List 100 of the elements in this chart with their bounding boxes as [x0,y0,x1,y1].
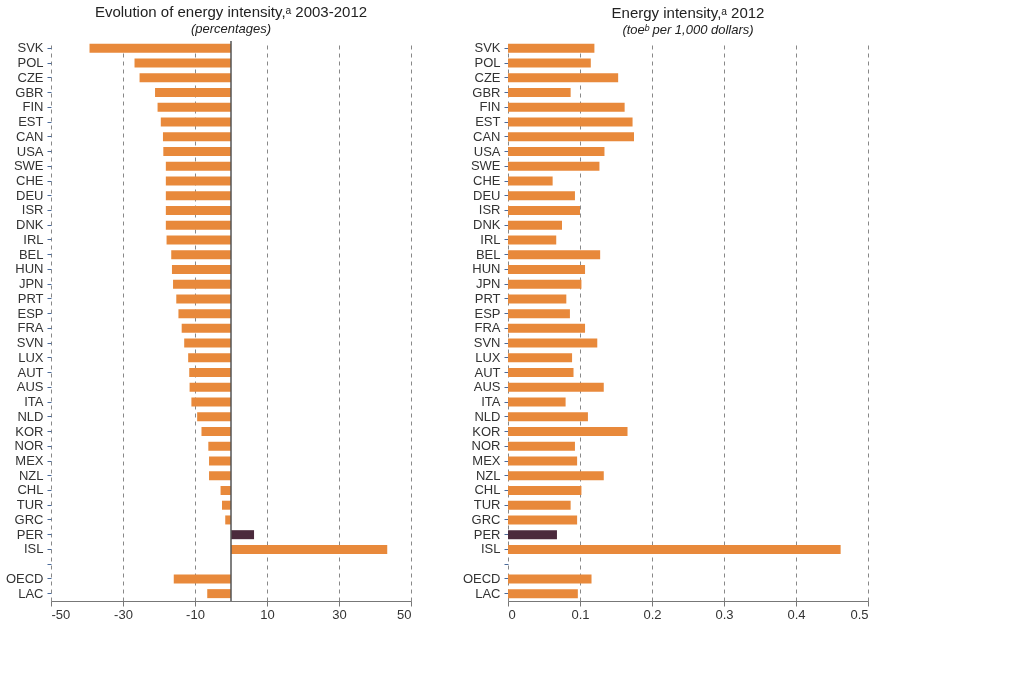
y-tick-label: MEX [15,453,44,468]
bar [508,368,574,378]
y-tick-label: ISR [478,202,501,218]
y-tick-label: ESP [474,305,501,321]
y-tick-label: SVK [474,40,501,56]
y-tick-label: CAN [473,128,501,144]
y-tick-label: SVK [17,40,44,56]
y-tick-label: SWE [13,158,44,174]
bar [508,73,619,83]
y-tick-label: DNK [16,217,44,233]
y-tick-label: TUR [473,497,501,513]
y-tick-label: NZL [18,467,44,483]
y-tick-label: USA [16,143,44,159]
y-tick-label: NLD [474,408,501,424]
bar [508,338,598,348]
x-tick-label: 10 [260,606,275,622]
bar [508,427,628,437]
y-tick-label: DNK [473,217,501,233]
y-tick-label: EST [18,114,44,130]
y-tick-label: GBR [15,84,44,100]
x-tick-label: 0.5 [850,606,869,622]
chart-subtitle: (toeᵇ per 1,000 dollars) [622,22,754,37]
bar [508,515,578,525]
y-tick-label: LAC [18,585,44,601]
y-tick-label: KOR [15,423,44,439]
y-tick-label: GRC [14,511,44,527]
bar [508,397,566,407]
bar [508,250,601,260]
y-tick-label: POL [474,55,501,71]
bar [508,574,592,584]
y-tick-label: FRA [474,320,501,336]
bar [508,353,573,363]
y-tick-label: POL [17,55,44,71]
y-tick-label: JPN [18,276,44,292]
y-tick-label: NOR [14,438,44,454]
x-tick-label: 30 [332,606,347,622]
y-tick-label: NOR [471,438,501,454]
bar [508,264,586,274]
bar [508,294,567,304]
y-tick-label: SWE [470,158,501,174]
y-tick-label: FRA [17,320,44,336]
y-tick-label: HUN [472,261,501,277]
bar [508,323,586,333]
x-tick-label: 0 [508,606,516,622]
y-tick-label: TUR [16,497,44,513]
bar [508,530,557,540]
bar [508,382,604,392]
chart-title: Evolution of energy intensity,ᵃ 2003-2012 [94,3,368,21]
y-tick-label: ITA [24,394,44,410]
y-tick-label: PRT [474,290,501,306]
bar [508,176,553,186]
y-tick-label: GBR [472,84,501,100]
y-tick-label: AUS [473,379,501,395]
y-tick-label: SVN [16,335,44,351]
y-tick-label: IRL [480,231,501,247]
y-tick-label: OECD [5,570,44,586]
y-tick-label: CHL [17,482,44,498]
y-tick-label: ISR [21,202,44,218]
bar [508,161,600,171]
y-tick-label: IRL [23,231,44,247]
bar [508,500,571,510]
bar [508,220,562,230]
x-tick-label: -10 [186,606,205,622]
y-tick-label: ESP [17,305,44,321]
bar [508,43,595,53]
bar [508,132,634,142]
bar [508,589,578,599]
y-tick-label: PER [473,526,501,542]
x-tick-label: 0.3 [715,606,734,622]
y-tick-label: AUT [474,364,501,380]
bar [508,205,580,215]
y-tick-label: LAC [475,585,501,601]
y-tick-label: PRT [17,290,44,306]
y-tick-label: JPN [475,276,501,292]
y-tick-label: OECD [462,570,501,586]
x-tick-label: 50 [397,606,412,622]
chart-subtitle: (percentages) [190,21,272,37]
bar [508,279,582,289]
y-tick-label: HUN [15,261,44,277]
y-tick-label: DEU [16,187,44,203]
bar [508,147,605,157]
y-tick-label: BEL [18,246,44,262]
y-tick-label: NLD [17,408,44,424]
y-tick-label: BEL [475,246,501,262]
bar [508,544,841,554]
y-tick-label: DEU [473,187,501,203]
y-tick-label: ITA [481,394,501,410]
y-tick-label: LUX [18,349,44,365]
y-tick-label: CZE [474,69,501,85]
y-tick-label: ISL [480,541,501,557]
x-tick-label: 0.2 [643,606,662,622]
bar [508,102,625,112]
y-tick-label: CZE [17,69,44,85]
y-tick-label: SVN [473,335,501,351]
y-tick-label: GRC [471,511,501,527]
x-tick-label: -50 [51,606,71,622]
y-tick-label: NZL [475,467,501,483]
bar [508,191,575,201]
bar [508,309,570,319]
y-tick-label: USA [473,143,501,159]
